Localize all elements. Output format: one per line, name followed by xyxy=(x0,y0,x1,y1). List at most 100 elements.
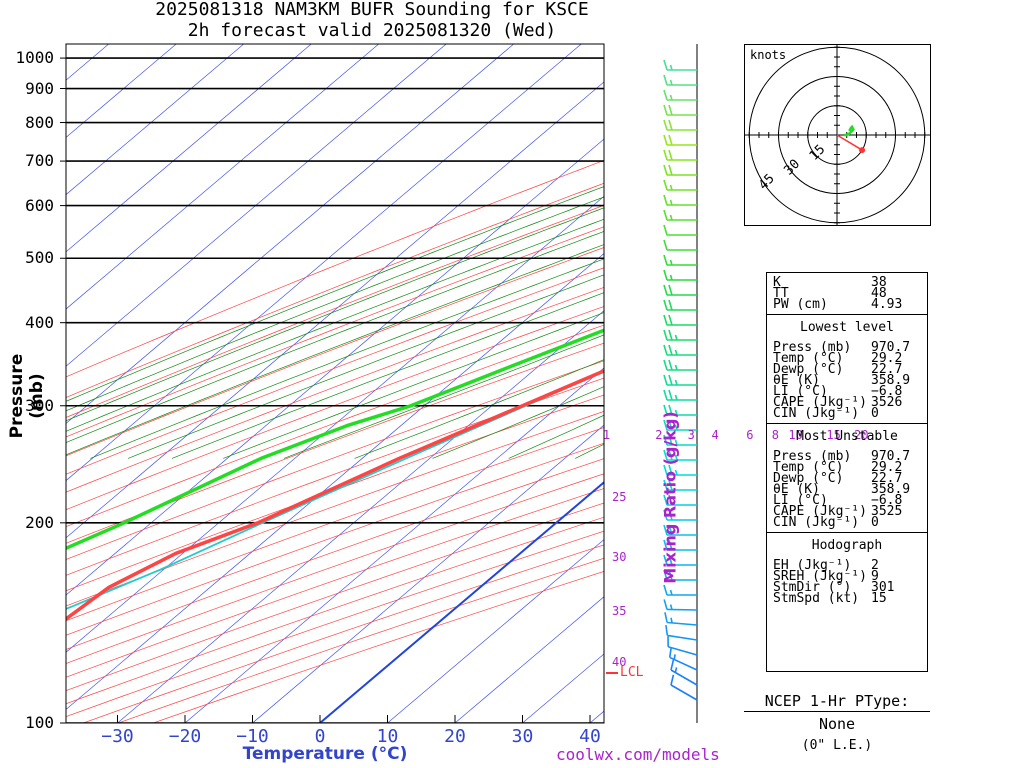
freezing-isotherm xyxy=(319,481,604,723)
chart-title: 2025081318 NAM3KM BUFR Sounding for KSCE xyxy=(155,0,589,20)
index-value: 301 xyxy=(871,580,895,595)
index-value: 15 xyxy=(871,591,887,606)
pressure-tick-label: 400 xyxy=(25,312,54,332)
index-value: 22.7 xyxy=(871,362,903,377)
mixing-ratio-line xyxy=(929,44,1024,316)
isotherm-line xyxy=(66,195,604,653)
dry-adiabat-line xyxy=(66,160,604,378)
dry-adiabat-line xyxy=(66,411,604,607)
mixing-ratio-tick-label: 1 xyxy=(602,428,611,442)
index-name: θE (K) xyxy=(773,373,820,388)
wind-barb xyxy=(663,239,697,251)
mixing-ratio-tick-label: 4 xyxy=(711,428,719,442)
index-name: PW (cm) xyxy=(773,297,828,312)
dewpoint-line xyxy=(66,328,604,551)
index-value: 358.9 xyxy=(871,482,911,497)
index-name: LI (°C) xyxy=(773,493,828,508)
temperature-tick-label: −10 xyxy=(236,726,269,747)
pressure-tick-label: 1000 xyxy=(15,48,54,68)
moist-adiabat-line xyxy=(66,196,604,412)
index-row: EH (Jkg⁻¹) 2 xyxy=(773,559,927,572)
wind-barb xyxy=(663,209,697,221)
index-row: TT 48 xyxy=(773,287,927,300)
lcl-marker xyxy=(606,672,618,674)
moist-adiabat-line xyxy=(90,258,604,459)
general-indices: K 38 TT 48 PW (cm) 4.93 xyxy=(767,273,927,315)
wind-barb xyxy=(663,464,697,476)
moist-adiabat-line xyxy=(66,186,604,402)
indices-table: K 38 TT 48 PW (cm) 4.93 Lowest level Press (m… xyxy=(766,272,928,672)
index-value: 0 xyxy=(871,515,879,530)
dry-adiabat-line xyxy=(66,306,604,511)
mixing-ratio-tick-label: 20 xyxy=(854,428,869,442)
index-row: CIN (Jkg⁻¹) 0 xyxy=(773,515,927,530)
isotherm-line xyxy=(66,44,582,482)
isotherm-line xyxy=(66,44,514,424)
mixing-ratio-tick-label: 8 xyxy=(771,428,779,442)
dry-adiabat-line xyxy=(66,377,604,576)
wind-barb xyxy=(663,419,697,431)
dry-adiabat-line xyxy=(66,247,604,457)
ptype-value: None xyxy=(818,715,856,733)
isotherm-line xyxy=(184,367,604,723)
wind-barb xyxy=(665,624,698,641)
pressure-tick-label: 300 xyxy=(25,395,54,415)
hodograph-units: knots xyxy=(750,48,786,62)
wind-barb xyxy=(663,254,697,266)
isotherm-line xyxy=(66,81,604,539)
isotherm-line xyxy=(66,44,379,310)
temperature-tick-label: −30 xyxy=(101,726,134,747)
index-name: CIN (Jkg⁻¹) xyxy=(773,406,860,421)
moist-adiabat-line xyxy=(66,218,604,432)
index-name: Dewp (°C) xyxy=(773,362,844,377)
storm-motion-vector xyxy=(836,134,863,151)
isotherm-line xyxy=(66,44,312,253)
mixing-ratio-line xyxy=(942,44,1024,316)
dry-adiabat-line xyxy=(66,324,604,528)
index-name: Press (mb) xyxy=(773,449,852,464)
isotherm-line xyxy=(66,44,447,367)
mixing-ratio-tick-label: 6 xyxy=(746,428,754,442)
wind-barb xyxy=(663,164,697,176)
moist-adiabat-line xyxy=(432,386,604,459)
index-value: 970.7 xyxy=(871,449,911,464)
wind-barb xyxy=(663,569,697,581)
wind-barb xyxy=(663,554,697,566)
wind-barb xyxy=(663,224,697,236)
wind-barb xyxy=(663,314,697,326)
hodograph-section: Hodograph EH (Jkg⁻¹) 2 SREH (Jkg⁻¹) 9 StmDir… xyxy=(767,533,927,608)
wind-barb xyxy=(663,374,697,386)
isotherm-line xyxy=(66,138,604,596)
index-row: StmDir (°) 301 xyxy=(773,580,927,595)
temperature-tick-label: 10 xyxy=(376,726,399,747)
wind-barb xyxy=(664,612,698,626)
wind-barb xyxy=(670,659,698,686)
wind-barb xyxy=(663,74,697,86)
index-value: −6.8 xyxy=(871,384,903,399)
moist-adiabat-line xyxy=(171,292,604,459)
index-value: 970.7 xyxy=(871,340,911,355)
wind-barb xyxy=(663,344,697,356)
index-value: −6.8 xyxy=(871,493,903,508)
wind-barb xyxy=(663,584,697,596)
pressure-tick-label: 500 xyxy=(25,248,54,268)
index-row: LI (°C) −6.8 xyxy=(773,384,927,399)
wind-barb xyxy=(668,646,698,671)
wind-barb xyxy=(667,636,698,656)
wind-barb xyxy=(663,149,697,161)
index-name: K xyxy=(773,275,781,290)
wind-barb xyxy=(663,119,697,131)
index-row: K 38 xyxy=(773,275,927,290)
wind-barb xyxy=(663,404,697,416)
credit-text: coolwx.com/models xyxy=(556,745,720,764)
temperature-tick-label: 20 xyxy=(444,726,466,747)
index-name: θE (K) xyxy=(773,482,820,497)
index-row: CIN (Jkg⁻¹) 0 xyxy=(773,406,927,421)
wind-barb xyxy=(663,509,697,521)
dry-adiabat-line xyxy=(66,427,604,622)
mixing-ratio-tick-label: 3 xyxy=(687,428,695,442)
pressure-tick-label: 700 xyxy=(25,151,54,171)
mixing-ratio-tick-label: 25 xyxy=(612,490,627,504)
wind-barb xyxy=(663,359,697,371)
moist-adiabat-line xyxy=(66,244,604,456)
